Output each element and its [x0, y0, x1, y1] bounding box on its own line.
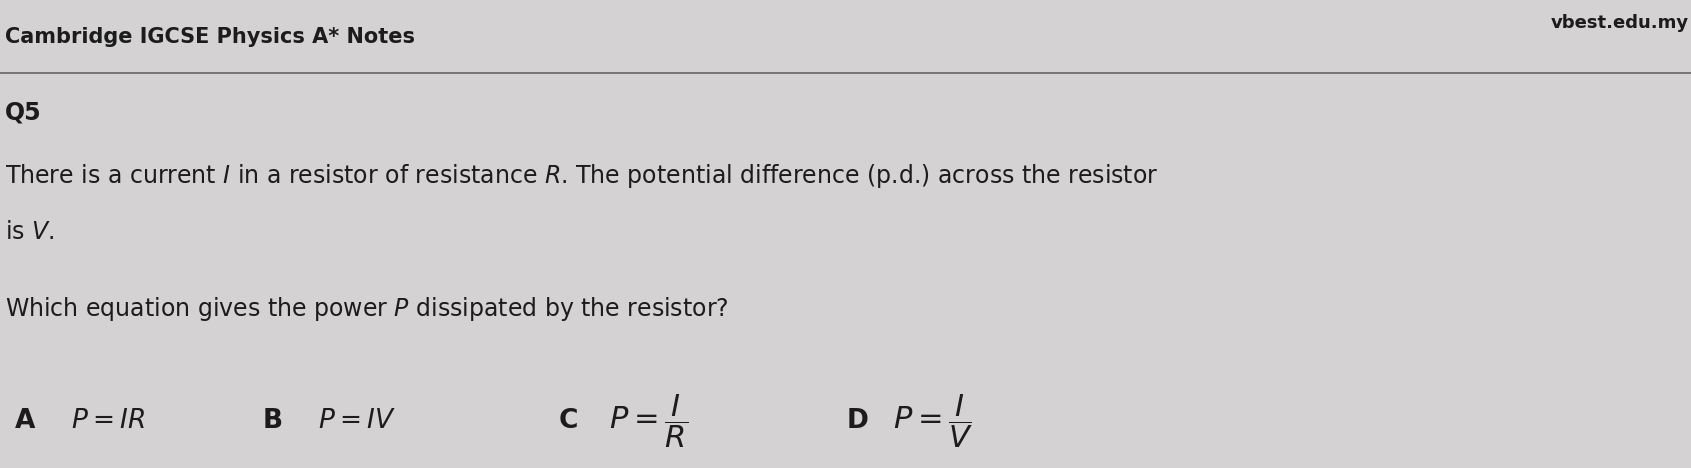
Text: vbest.edu.my: vbest.edu.my	[1551, 14, 1689, 32]
Text: Which equation gives the power $\mathit{P}$ dissipated by the resistor?: Which equation gives the power $\mathit{…	[5, 295, 729, 323]
Text: $P = IV$: $P = IV$	[318, 408, 396, 434]
Text: There is a current $\mathit{I}$ in a resistor of resistance $\mathit{R}$. The po: There is a current $\mathit{I}$ in a res…	[5, 161, 1158, 190]
Text: $\mathbf{D}$: $\mathbf{D}$	[846, 408, 867, 434]
Text: $\mathbf{C}$: $\mathbf{C}$	[558, 408, 578, 434]
Text: Cambridge IGCSE Physics A* Notes: Cambridge IGCSE Physics A* Notes	[5, 28, 414, 47]
Text: $P = \dfrac{I}{V}$: $P = \dfrac{I}{V}$	[893, 393, 974, 450]
Text: $\mathbf{A}$: $\mathbf{A}$	[14, 408, 36, 434]
Text: $P = \dfrac{I}{R}$: $P = \dfrac{I}{R}$	[609, 393, 688, 450]
Text: Q5: Q5	[5, 100, 42, 124]
Text: $\mathbf{B}$: $\mathbf{B}$	[262, 408, 282, 434]
Text: is $\mathit{V}$.: is $\mathit{V}$.	[5, 219, 54, 244]
Text: $P = IR$: $P = IR$	[71, 408, 145, 434]
